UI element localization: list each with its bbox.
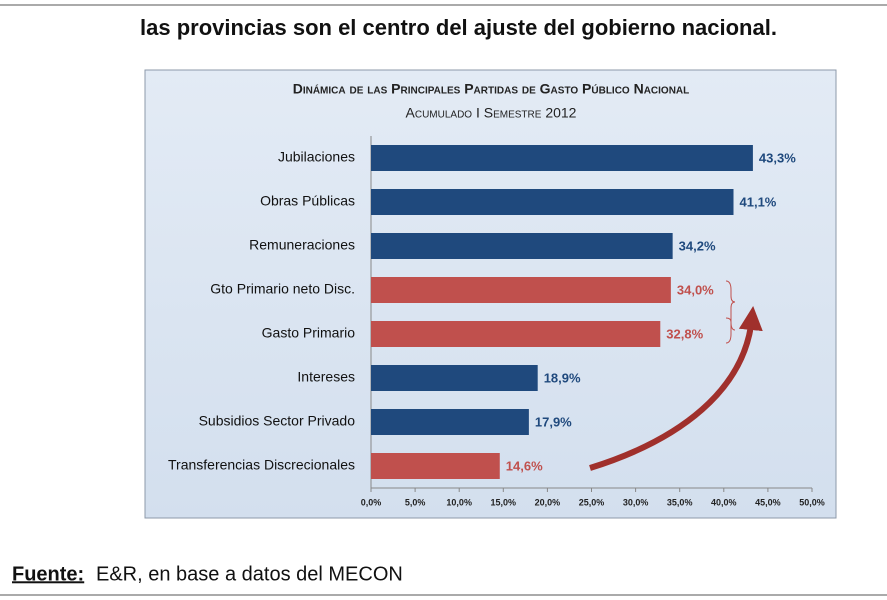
- bar: [371, 145, 753, 171]
- value-label: 17,9%: [535, 414, 572, 429]
- bar: [371, 453, 500, 479]
- category-label: Subsidios Sector Privado: [199, 413, 356, 429]
- plot: 0,0% 5,0% 10,0% 15,0% 20,0% 25,0% 30,0% 35,0% 40…: [168, 136, 825, 507]
- x-tick-label: 10,0%: [446, 497, 472, 507]
- x-tick-label: 30,0%: [623, 497, 649, 507]
- category-label: Jubilaciones: [278, 149, 355, 165]
- value-label: 41,1%: [740, 194, 777, 209]
- category-label: Intereses: [297, 369, 355, 385]
- category-label: Gasto Primario: [262, 325, 356, 341]
- bar: [371, 365, 538, 391]
- bar: [371, 409, 529, 435]
- value-label: 14,6%: [506, 458, 543, 473]
- category-label: Gto Primario neto Disc.: [210, 281, 355, 297]
- x-tick-label: 15,0%: [491, 497, 517, 507]
- value-label: 34,0%: [677, 282, 714, 297]
- category-label: Remuneraciones: [249, 237, 355, 253]
- chart-title: Dinámica de las Principales Partidas de …: [293, 81, 690, 97]
- x-tick-label: 25,0%: [579, 497, 605, 507]
- header-text: las provincias son el centro del ajuste …: [140, 15, 777, 40]
- x-tick-label: 40,0%: [711, 497, 737, 507]
- bar: [371, 277, 671, 303]
- bar: [371, 233, 673, 259]
- value-label: 18,9%: [544, 370, 581, 385]
- bracket: [725, 317, 736, 331]
- footer-text: E&R, en base a datos del MECON: [96, 563, 403, 585]
- x-tick-label: 20,0%: [535, 497, 561, 507]
- category-label: Transferencias Discrecionales: [168, 457, 355, 473]
- x-tick-label: 45,0%: [755, 497, 781, 507]
- category-label: Obras Públicas: [260, 193, 355, 209]
- x-tick-label: 0,0%: [361, 497, 382, 507]
- chart-subtitle: Acumulado I Semestre 2012: [406, 105, 577, 121]
- value-label: 32,8%: [666, 326, 703, 341]
- bar: [371, 189, 734, 215]
- value-label: 34,2%: [679, 238, 716, 253]
- arrow: [589, 306, 763, 471]
- x-tick-label: 50,0%: [799, 497, 825, 507]
- value-label: 43,3%: [759, 150, 796, 165]
- footer-label: Fuente:: [12, 563, 84, 585]
- x-tick-label: 5,0%: [405, 497, 426, 507]
- bar: [371, 321, 661, 347]
- x-tick-label: 35,0%: [667, 497, 693, 507]
- bracket: [725, 280, 736, 344]
